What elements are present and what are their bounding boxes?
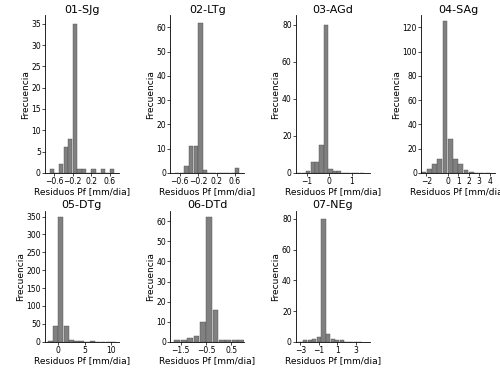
Bar <box>317 337 321 342</box>
Bar <box>189 146 194 173</box>
Y-axis label: Frecuencia: Frecuencia <box>146 252 155 301</box>
X-axis label: Residuos Pf [mm/dia]: Residuos Pf [mm/dia] <box>159 356 256 365</box>
Bar <box>338 171 342 173</box>
Title: 03-AGd: 03-AGd <box>312 5 353 15</box>
Bar <box>330 339 335 342</box>
Title: 06-DTd: 06-DTd <box>187 200 228 210</box>
Bar <box>328 169 332 173</box>
Bar <box>187 338 193 342</box>
Y-axis label: Frecuencia: Frecuencia <box>16 252 25 301</box>
Bar <box>326 334 330 342</box>
Bar <box>64 326 68 342</box>
Title: 07-NEg: 07-NEg <box>312 200 353 210</box>
Bar <box>68 139 72 173</box>
Bar <box>315 162 319 173</box>
Bar <box>310 162 314 173</box>
Y-axis label: Frecuencia: Frecuencia <box>272 70 280 119</box>
Bar <box>333 171 337 173</box>
Bar <box>306 171 310 173</box>
Bar <box>442 22 448 173</box>
Bar <box>48 341 52 342</box>
Title: 04-SAg: 04-SAg <box>438 5 478 15</box>
Y-axis label: Frecuencia: Frecuencia <box>272 252 280 301</box>
Bar <box>469 172 474 173</box>
Y-axis label: Frecuencia: Frecuencia <box>392 70 401 119</box>
Bar <box>174 340 180 342</box>
Bar <box>58 217 63 342</box>
Bar <box>458 164 463 173</box>
Bar <box>235 168 240 173</box>
Bar <box>82 169 86 173</box>
Bar <box>422 172 426 173</box>
Bar <box>200 322 206 342</box>
Bar <box>464 170 468 173</box>
Bar <box>53 326 58 342</box>
X-axis label: Residuos Pf [mm/dia]: Residuos Pf [mm/dia] <box>159 187 256 196</box>
Bar <box>73 24 77 173</box>
Bar <box>232 340 237 342</box>
Y-axis label: Frecuencia: Frecuencia <box>20 70 30 119</box>
Bar <box>100 169 105 173</box>
Bar <box>194 146 198 173</box>
Bar <box>320 145 324 173</box>
Bar <box>303 340 307 342</box>
Bar <box>194 336 200 342</box>
Title: 02-LTg: 02-LTg <box>189 5 226 15</box>
Bar <box>59 164 64 173</box>
Bar <box>312 339 316 342</box>
Bar <box>324 25 328 173</box>
Bar <box>212 310 218 342</box>
Title: 05-DTg: 05-DTg <box>62 200 102 210</box>
X-axis label: Residuos Pf [mm/dia]: Residuos Pf [mm/dia] <box>34 356 130 365</box>
Bar <box>226 340 231 342</box>
Bar <box>184 166 188 173</box>
Bar <box>432 164 437 173</box>
Bar <box>74 341 79 342</box>
X-axis label: Residuos Pf [mm/dia]: Residuos Pf [mm/dia] <box>410 187 500 196</box>
Bar <box>238 340 244 342</box>
Bar <box>219 340 225 342</box>
Bar <box>340 340 344 342</box>
Bar <box>78 169 82 173</box>
Bar <box>426 169 432 173</box>
Bar <box>448 139 452 173</box>
Bar <box>335 340 340 342</box>
X-axis label: Residuos Pf [mm/dia]: Residuos Pf [mm/dia] <box>34 187 130 196</box>
Bar <box>110 169 114 173</box>
Bar <box>308 340 312 342</box>
X-axis label: Residuos Pf [mm/dia]: Residuos Pf [mm/dia] <box>284 356 381 365</box>
Bar <box>69 340 74 342</box>
Bar <box>92 169 96 173</box>
Bar <box>437 159 442 173</box>
X-axis label: Residuos Pf [mm/dia]: Residuos Pf [mm/dia] <box>284 187 381 196</box>
Bar <box>64 147 68 173</box>
Bar <box>322 219 326 342</box>
Bar <box>203 170 207 173</box>
Y-axis label: Frecuencia: Frecuencia <box>146 70 155 119</box>
Bar <box>181 340 186 342</box>
Bar <box>198 23 202 173</box>
Title: 01-SJg: 01-SJg <box>64 5 100 15</box>
Bar <box>50 169 54 173</box>
Bar <box>453 159 458 173</box>
Bar <box>206 217 212 342</box>
